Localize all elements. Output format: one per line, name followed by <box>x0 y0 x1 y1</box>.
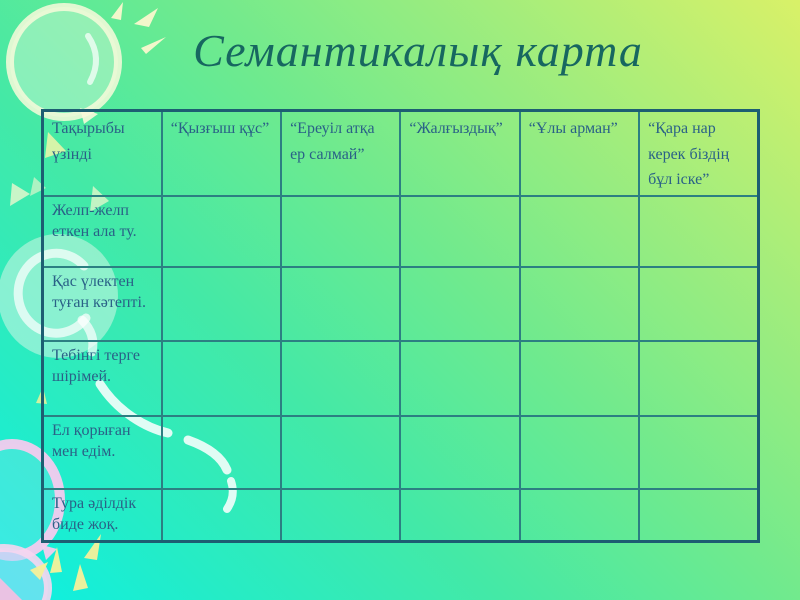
column-header-topic: Тақырыбы үзінді <box>41 109 163 197</box>
table-cell <box>280 487 402 543</box>
row-label: Тура әділдік биде жоқ. <box>41 487 163 543</box>
table-cell <box>160 265 283 342</box>
table-cell <box>518 194 641 268</box>
row-label: Желп-желп еткен ала ту. <box>41 194 163 268</box>
slide-title: Семантикалық карта <box>193 25 643 76</box>
table-cell <box>160 414 283 490</box>
table-cell <box>280 265 402 342</box>
table-cell <box>399 194 521 268</box>
table-cell <box>638 487 760 543</box>
table-header-row: Тақырыбы үзінді “Қызғыш құс” “Ереуіл атқ… <box>41 109 760 197</box>
row-label: Қас үлектен туған кәтепті. <box>41 265 163 342</box>
table-cell <box>280 194 402 268</box>
table-cell <box>160 487 283 543</box>
confetti-burst-icon <box>111 2 166 54</box>
table-cell <box>518 265 641 342</box>
table-row: Қас үлектен туған кәтепті. <box>41 265 760 342</box>
table-row: Желп-желп еткен ала ту. <box>41 194 760 268</box>
table-cell <box>280 414 402 490</box>
table-row: Тебінгі терге шірімей. <box>41 339 760 417</box>
table-cell <box>518 414 641 490</box>
column-header-kyzgysh-kus: “Қызғыш құс” <box>160 109 283 197</box>
table-cell <box>399 265 521 342</box>
column-header-kara-nar: “Қара нар керек біздің бұл іске” <box>638 109 760 197</box>
table-cell <box>518 487 641 543</box>
table-cell <box>638 339 760 417</box>
column-header-uly-arman: “Ұлы арман” <box>518 109 641 197</box>
column-header-ereuil-atka: “Ереуіл атқа ер салмай” <box>280 109 402 197</box>
table-cell <box>160 194 283 268</box>
table-cell <box>638 265 760 342</box>
semantic-map-table: Тақырыбы үзінді “Қызғыш құс” “Ереуіл атқ… <box>41 109 760 544</box>
table-cell <box>638 194 760 268</box>
table-row: Тура әділдік биде жоқ. <box>41 487 760 543</box>
table-cell <box>280 339 402 417</box>
table-cell <box>399 414 521 490</box>
table-cell <box>638 414 760 490</box>
row-label: Тебінгі терге шірімей. <box>41 339 163 417</box>
table-cell <box>518 339 641 417</box>
table-cell <box>399 339 521 417</box>
table-cell <box>160 339 283 417</box>
table-row: Ел қорыған мен едім. <box>41 414 760 490</box>
column-header-zhalgyzdyk: “Жалғыздық” <box>399 109 521 197</box>
table-cell <box>399 487 521 543</box>
row-label: Ел қорыған мен едім. <box>41 414 163 490</box>
